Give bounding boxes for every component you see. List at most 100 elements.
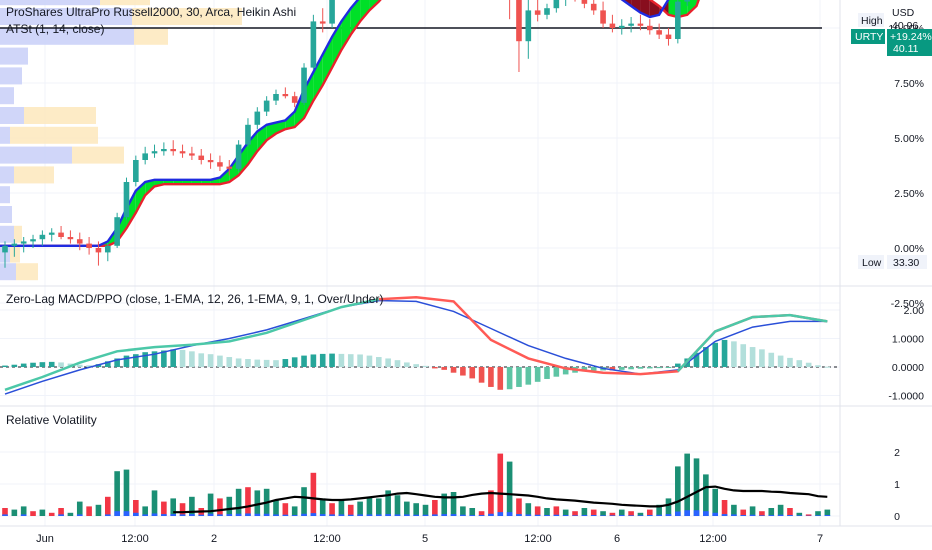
volatility-bar: [11, 509, 18, 516]
volatility-bar: [20, 506, 27, 516]
candle: [656, 30, 662, 35]
volatility-bar: [731, 504, 737, 516]
atst-band-segment: [313, 54, 323, 101]
volatility-bar: [609, 512, 616, 516]
volume-profile-bar: [0, 67, 22, 85]
volatility-overlay-bar: [151, 513, 158, 516]
volatility-bar: [815, 511, 821, 516]
volatility-overlay-bar: [226, 514, 233, 516]
macd-histogram-bar: [123, 355, 130, 367]
macd-histogram-bar: [179, 349, 186, 367]
macd-histogram-bar: [273, 360, 279, 367]
atst-band-segment: [304, 72, 314, 119]
volatility-overlay-bar: [712, 512, 719, 516]
volume-profile-bar: [0, 87, 14, 105]
macd-tick-label: 2.00: [904, 305, 925, 317]
volatility-bar: [366, 496, 373, 516]
candle: [553, 0, 560, 9]
macd-histogram-bar: [235, 358, 242, 367]
candle: [161, 149, 167, 152]
low-badge: [858, 255, 884, 269]
signal-line-rising: [4, 297, 380, 391]
macd-histogram-bar: [768, 352, 775, 367]
volatility-overlay-bar: [133, 512, 139, 516]
volatility-average-line: [173, 485, 828, 514]
macd-histogram-bar: [712, 342, 719, 367]
candle: [170, 149, 177, 152]
volatility-bar: [675, 466, 681, 516]
volatility-overlay-bar: [207, 513, 214, 516]
volatility-bar: [572, 511, 578, 516]
macd-title[interactable]: Zero-Lag MACD/PPO (close, 1-EMA, 12, 26,…: [6, 292, 383, 306]
candle: [179, 151, 186, 154]
macd-histogram-bar: [245, 359, 251, 367]
price-badge-bg: [887, 29, 932, 56]
macd-histogram-bar: [609, 367, 616, 371]
volatility-overlay-bar: [787, 515, 793, 516]
symbol-title[interactable]: ProShares UltraPro Russell2000, 30, Arca…: [6, 5, 296, 19]
macd-histogram-bar: [815, 365, 821, 367]
volatility-overlay-bar: [441, 514, 448, 516]
volatility-overlay-bar: [637, 515, 644, 516]
volatility-overlay-bar: [534, 514, 541, 516]
candle: [665, 34, 672, 39]
volatility-overlay-bar: [235, 513, 242, 516]
macd-tick-label: 1.0000: [892, 334, 924, 346]
volatility-overlay-bar: [123, 511, 130, 516]
volatility-overlay-bar: [338, 514, 345, 516]
volatility-bar: [30, 511, 36, 516]
volatility-overlay-bar: [450, 514, 457, 516]
volatility-bar: [628, 511, 634, 516]
price-candles: [2, 0, 690, 268]
volatility-bar: [375, 498, 382, 516]
candle: [198, 155, 205, 160]
macd-histogram-bar: [189, 351, 195, 367]
volatility-bar: [768, 508, 775, 516]
volatility-overlay-bar: [581, 515, 588, 516]
low-value: 33.30: [893, 257, 919, 269]
candle: [319, 21, 326, 24]
macd-histogram-bar: [301, 355, 307, 367]
macd-histogram-bar: [310, 354, 317, 367]
time-tick-label: 12:00: [313, 533, 341, 545]
volatility-overlay-bar: [740, 515, 747, 516]
atst-blue-line: [0, 0, 670, 247]
low-label: Low: [862, 257, 882, 269]
rv-title[interactable]: Relative Volatility: [6, 413, 97, 427]
macd-histogram-bar: [319, 353, 326, 367]
time-tick-label: Jun: [36, 533, 54, 545]
macd-histogram-bar: [656, 367, 662, 369]
volatility-bar: [824, 509, 831, 516]
indicator-label[interactable]: ATSt (1, 14, close): [6, 22, 104, 36]
macd-histogram-bar: [497, 367, 504, 390]
candle: [133, 160, 139, 182]
volatility-overlay-bar: [600, 515, 606, 516]
volume-profile-bar: [134, 27, 168, 45]
candle: [609, 23, 616, 28]
candle: [189, 153, 195, 156]
volatility-overlay-bar: [815, 515, 821, 516]
candle: [263, 100, 270, 112]
volatility-overlay-bar: [319, 514, 326, 516]
volatility-overlay-bar: [291, 515, 298, 516]
volatility-overlay-bar: [254, 513, 261, 516]
volatility-bar: [796, 512, 803, 516]
macd-histogram-bar: [693, 352, 700, 367]
macd-histogram-bar: [796, 360, 803, 367]
volatility-bar: [282, 503, 289, 516]
volatility-overlay-bar: [628, 515, 634, 516]
macd-histogram-bar: [282, 359, 289, 367]
volatility-overlay-bar: [731, 514, 737, 516]
volatility-overlay-bar: [329, 514, 335, 516]
volatility-overlay-bar: [263, 513, 270, 516]
volatility-bar: [142, 506, 148, 516]
candle: [226, 166, 233, 169]
volatility-overlay-bar: [394, 514, 401, 516]
candle: [2, 245, 8, 253]
volatility-bar: [450, 492, 457, 516]
macd-histogram-bar: [2, 365, 8, 367]
volatility-overlay-bar: [58, 514, 64, 516]
volatility-overlay-bar: [544, 515, 550, 516]
volatility-bar: [245, 487, 251, 516]
